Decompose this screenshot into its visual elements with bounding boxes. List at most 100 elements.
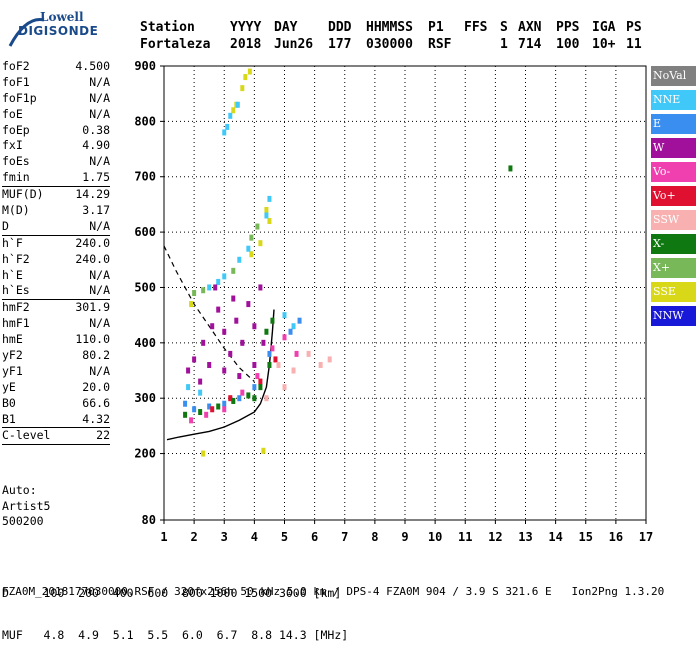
legend-item: X+ bbox=[651, 258, 696, 278]
y-tick-label: 600 bbox=[134, 225, 156, 239]
param-value: N/A bbox=[89, 316, 110, 331]
chart-grid bbox=[163, 65, 647, 520]
header-label-day: DAY bbox=[274, 20, 298, 35]
param-row: foE N/A bbox=[2, 107, 110, 123]
param-value: 14.29 bbox=[75, 187, 110, 202]
param-value: N/A bbox=[89, 267, 110, 282]
x-tick-label: 2 bbox=[191, 530, 198, 544]
header-value-year: 2018 bbox=[230, 37, 262, 52]
y-tick-label: 700 bbox=[134, 170, 156, 184]
param-value: N/A bbox=[89, 106, 110, 121]
echo-point-w bbox=[237, 373, 242, 380]
echo-point-vo bbox=[222, 406, 227, 413]
distance-muf-scale: D 100 200 400 600 800 1000 1500 3000 [km… bbox=[2, 558, 348, 656]
echo-point-nne bbox=[186, 384, 191, 391]
distance-scale-row: D 100 200 400 600 800 1000 1500 3000 [km… bbox=[2, 586, 342, 600]
echo-point-sse bbox=[261, 447, 266, 454]
echo-point-w bbox=[216, 306, 221, 313]
param-row: h`Es N/A bbox=[2, 283, 110, 301]
profile-trace-dashed bbox=[163, 245, 255, 383]
legend-item: Vo+ bbox=[651, 186, 696, 206]
echo-point-w bbox=[258, 284, 263, 291]
header-label-station: Station bbox=[140, 20, 195, 35]
header-value-pps: 100 bbox=[556, 37, 580, 52]
echo-point-e bbox=[183, 400, 188, 407]
echo-point-x bbox=[231, 267, 236, 274]
echo-point-nne bbox=[225, 123, 230, 130]
echo-point-nne bbox=[216, 278, 221, 285]
digisonde-logo: Lowell DIGISONDE bbox=[6, 8, 118, 52]
param-name: foF1p bbox=[2, 90, 37, 105]
param-row: hmE 110.0 bbox=[2, 332, 110, 348]
legend-item: NNW bbox=[651, 306, 696, 326]
echo-point-x bbox=[216, 403, 221, 410]
autoscaling-info: Auto: Artist5 500200 bbox=[2, 483, 50, 530]
echo-point-ssw bbox=[291, 367, 296, 374]
param-name: MUF(D) bbox=[2, 187, 44, 202]
param-value: 240.0 bbox=[75, 251, 110, 266]
x-tick-label: 13 bbox=[518, 530, 532, 544]
echo-point-nne bbox=[222, 129, 227, 136]
echo-point-e bbox=[222, 400, 227, 407]
param-row: B1 4.32 bbox=[2, 412, 110, 429]
x-tick-label: 16 bbox=[609, 530, 623, 544]
echo-point-w bbox=[222, 367, 227, 374]
param-value: N/A bbox=[89, 363, 110, 378]
header-value-s: 1 bbox=[500, 37, 508, 52]
y-tick-label: 500 bbox=[134, 280, 156, 294]
param-value: 22 bbox=[96, 428, 110, 443]
header-label-iga: IGA bbox=[592, 20, 616, 35]
logo-line2: DIGISONDE bbox=[18, 24, 99, 38]
echo-point-x bbox=[264, 328, 269, 335]
artist-code: 500200 bbox=[2, 514, 44, 528]
echo-point-w bbox=[246, 301, 251, 308]
y-tick-label: 80 bbox=[142, 513, 156, 527]
param-row: C-level 22 bbox=[2, 428, 110, 446]
echo-point-w bbox=[213, 284, 218, 291]
param-name: C-level bbox=[2, 428, 51, 443]
echo-point-x bbox=[258, 384, 263, 391]
echo-point-nne bbox=[282, 312, 287, 319]
echo-point-x bbox=[198, 409, 203, 416]
logo-line1: Lowell bbox=[40, 10, 84, 24]
echo-point-w bbox=[234, 317, 239, 324]
echo-point-vo bbox=[273, 356, 278, 363]
echo-point-ssw bbox=[318, 361, 323, 368]
param-name: h`E bbox=[2, 267, 23, 282]
x-tick-label: 14 bbox=[548, 530, 562, 544]
echo-point-vo bbox=[255, 373, 260, 380]
echo-point-x bbox=[183, 411, 188, 418]
y-tick-label: 200 bbox=[134, 447, 156, 461]
echo-point-e bbox=[267, 350, 272, 357]
echo-point-ssw bbox=[276, 361, 281, 368]
header-label-s: S bbox=[500, 20, 508, 35]
param-name: yE bbox=[2, 379, 16, 394]
profile-trace-solid bbox=[166, 309, 275, 441]
echo-point-e bbox=[252, 384, 257, 391]
echo-point-e bbox=[192, 406, 197, 413]
param-name: foE bbox=[2, 106, 23, 121]
param-row: M(D) 3.17 bbox=[2, 203, 110, 219]
echo-point-nne bbox=[222, 273, 227, 280]
legend-item: SSW bbox=[651, 210, 696, 230]
param-value: 301.9 bbox=[75, 300, 110, 315]
param-value: 110.0 bbox=[75, 332, 110, 347]
header-label-pps: PPS bbox=[556, 20, 580, 35]
param-row: h`E N/A bbox=[2, 268, 110, 284]
echo-point-ssw bbox=[327, 356, 332, 363]
param-name: fmin bbox=[2, 170, 30, 185]
param-row: h`F 240.0 bbox=[2, 236, 110, 252]
param-row: yF1 N/A bbox=[2, 364, 110, 380]
echo-point-vo bbox=[210, 406, 215, 413]
header-label-hhmmss: HHMMSS bbox=[366, 20, 413, 35]
param-name: yF1 bbox=[2, 363, 23, 378]
echo-point-nne bbox=[207, 284, 212, 291]
echo-point-w bbox=[198, 378, 203, 385]
param-row: foF1 N/A bbox=[2, 75, 110, 91]
echo-point-sse bbox=[243, 74, 248, 81]
param-row: hmF1 N/A bbox=[2, 316, 110, 332]
echo-point-x bbox=[255, 223, 260, 230]
x-tick-label: 8 bbox=[371, 530, 378, 544]
echo-point-w bbox=[207, 361, 212, 368]
echo-point-ssw bbox=[282, 384, 287, 391]
